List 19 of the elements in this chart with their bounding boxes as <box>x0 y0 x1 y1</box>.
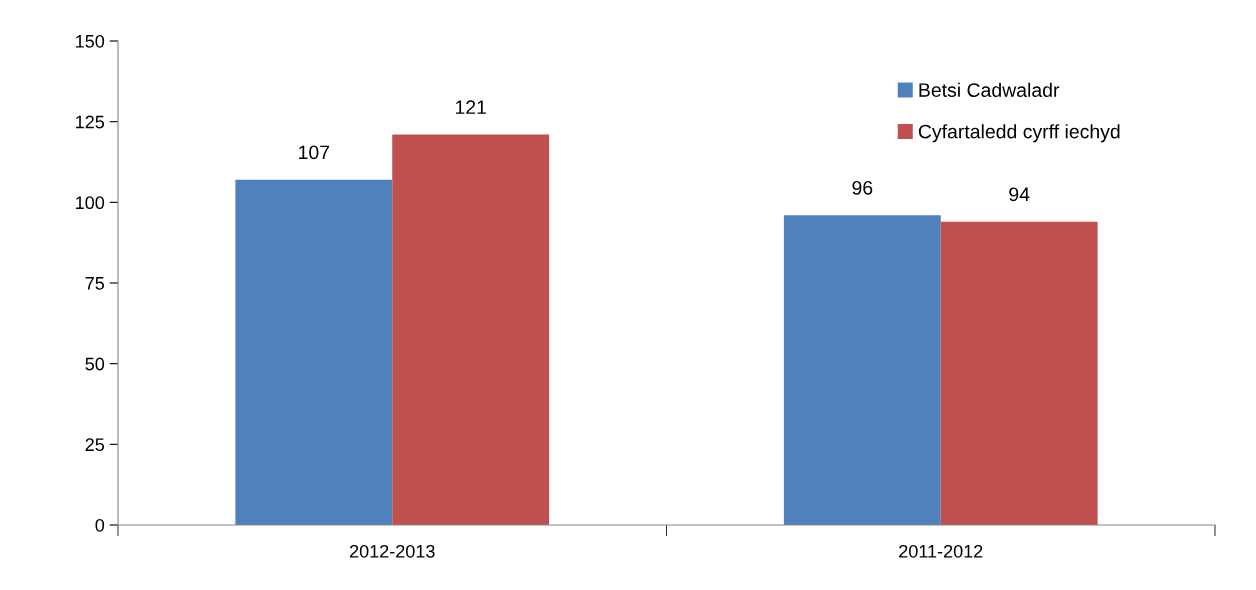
data-label: 94 <box>1009 187 1030 202</box>
bar <box>783 215 941 525</box>
bar <box>392 134 550 525</box>
data-label: 96 <box>852 180 873 195</box>
bar <box>940 221 1098 525</box>
y-tick-label: 150 <box>76 34 105 48</box>
x-tick-label: 2011-2012 <box>899 544 983 558</box>
y-tick-label: 100 <box>76 196 105 210</box>
y-tick-label: 125 <box>76 115 105 129</box>
legend-label: Betsi Cadwaladr <box>919 82 1060 97</box>
y-tick-label: 50 <box>85 357 105 371</box>
x-tick-label: 2012-2013 <box>349 544 435 558</box>
data-label: 121 <box>455 100 486 114</box>
y-tick-label: 25 <box>85 438 105 452</box>
legend-label: Cyfartaledd cyrff iechyd <box>918 124 1120 143</box>
bar <box>235 179 393 525</box>
y-tick-label: 0 <box>95 518 105 532</box>
y-tick-label: 75 <box>85 277 105 290</box>
data-label: 107 <box>299 145 330 160</box>
